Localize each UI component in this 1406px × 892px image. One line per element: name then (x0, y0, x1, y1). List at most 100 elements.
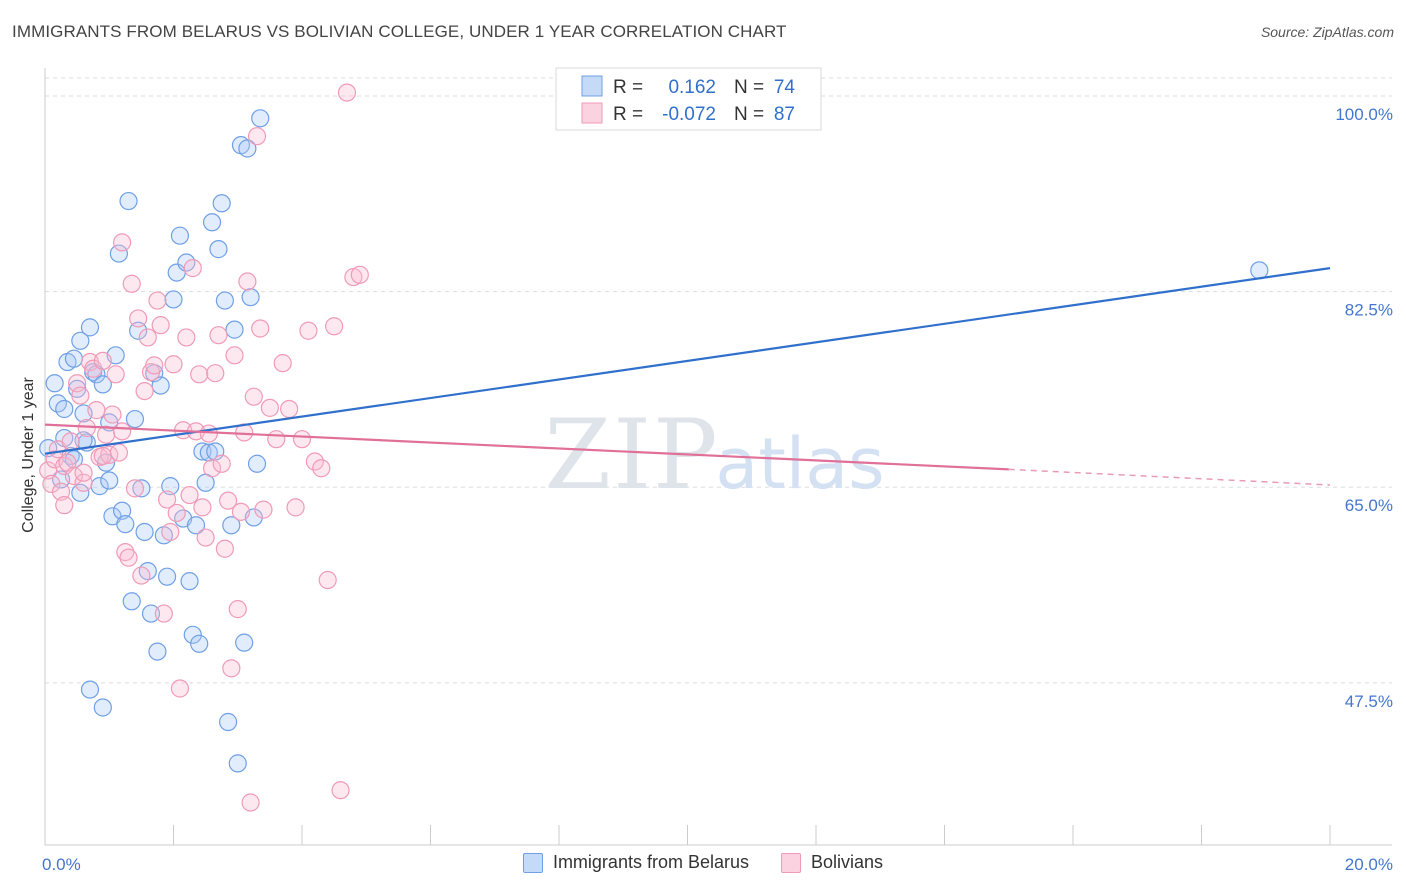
point-bolivia-71 (280, 399, 299, 419)
legend-n-value-bolivia: 87 (774, 104, 795, 125)
point-belarus-34 (151, 376, 170, 395)
point-bolivia-26 (122, 274, 141, 293)
point-belarus-47 (193, 442, 212, 461)
point-bolivia-74 (299, 321, 318, 340)
point-bolivia-24 (116, 542, 135, 562)
point-belarus-46 (190, 634, 209, 653)
point-belarus-49 (199, 443, 218, 462)
point-belarus-33 (148, 642, 167, 661)
tick-labels: 100.0% 82.5% 65.0% 47.5% 0.0% 20.0% (42, 105, 1393, 874)
point-bolivia-84 (74, 463, 93, 482)
point-belarus-23 (116, 515, 135, 534)
legend-bottom-swatch-bolivia (781, 852, 801, 873)
point-belarus-45 (186, 516, 206, 535)
point-belarus-21 (109, 244, 128, 263)
point-bolivia-65 (247, 127, 267, 146)
point-bolivia-82 (350, 265, 369, 284)
watermark-atlas: atlas (715, 423, 884, 505)
point-belarus-54 (215, 291, 234, 310)
legend-item-bolivia: Bolivians (781, 852, 883, 873)
point-belarus-25 (122, 592, 141, 611)
point-belarus-64 (247, 454, 267, 473)
point-bolivia-59 (228, 600, 247, 619)
trend-belarus (44, 267, 1331, 455)
chart-title: IMMIGRANTS FROM BELARUS VS BOLIVIAN COLL… (12, 22, 787, 41)
point-bolivia-62 (238, 272, 257, 291)
point-belarus-36 (157, 567, 177, 586)
point-bolivia-69 (267, 430, 286, 449)
legend-r-label-belarus: R = (613, 77, 643, 98)
point-bolivia-35 (151, 316, 170, 335)
point-belarus-66 (80, 680, 100, 699)
chart-source: Source: ZipAtlas.com (1260, 24, 1394, 40)
point-bolivia-21 (106, 365, 125, 384)
point-bolivia-77 (318, 570, 337, 590)
point-bolivia-28 (129, 309, 148, 328)
point-bolivia-10 (71, 386, 90, 405)
y-tick-label-2: 65.0% (1345, 496, 1393, 515)
y-tick-label-3: 47.5% (1345, 692, 1393, 711)
point-bolivia-48 (193, 498, 212, 517)
point-bolivia-63 (241, 793, 260, 812)
point-bolivia-43 (177, 328, 196, 347)
point-bolivia-12 (77, 418, 96, 438)
watermark: ZIP atlas (544, 399, 884, 511)
point-belarus-67 (93, 698, 112, 717)
point-belarus-60 (235, 633, 254, 652)
point-belarus-52 (209, 240, 228, 259)
trend-bolivia (44, 423, 1009, 471)
point-belarus-24 (119, 191, 138, 211)
point-belarus-68 (71, 483, 90, 502)
x-tick-label-1: 20.0% (1345, 855, 1393, 874)
legend-r-label-bolivia: R = (613, 104, 643, 125)
legend-top: R = 0.162 N = 74 R = -0.072 N = 87 (555, 67, 822, 131)
point-bolivia-22 (109, 443, 128, 462)
legend-label-bolivia: Bolivians (811, 852, 884, 872)
legend-label-belarus: Immigrants from Belarus (552, 852, 749, 872)
point-belarus-16 (93, 375, 112, 394)
point-belarus-72 (1250, 261, 1269, 280)
point-bolivia-79 (331, 781, 350, 800)
point-bolivia-68 (260, 398, 279, 417)
point-belarus-27 (129, 321, 148, 340)
legend-n-label-bolivia: N = (734, 104, 764, 125)
point-belarus-29 (135, 522, 154, 542)
legend-swatch-belarus (581, 75, 603, 97)
point-belarus-53 (212, 194, 231, 213)
point-bolivia-64 (244, 387, 263, 406)
point-bolivia-11 (74, 473, 93, 492)
point-bolivia-25 (119, 548, 138, 567)
point-belarus-9 (71, 331, 90, 350)
point-bolivia-20 (103, 405, 122, 424)
data-points (39, 83, 1269, 812)
point-bolivia-7 (61, 432, 80, 451)
trend-bolivia-extension (1008, 468, 1331, 486)
legend-r-value-bolivia: -0.072 (662, 104, 716, 125)
point-belarus-56 (222, 516, 241, 535)
gridlines (45, 77, 1392, 684)
point-bolivia-45 (183, 259, 202, 278)
point-bolivia-49 (196, 528, 215, 547)
point-bolivia-40 (167, 503, 186, 523)
point-belarus-69 (100, 471, 119, 490)
point-bolivia-85 (93, 446, 112, 466)
point-belarus-40 (170, 226, 190, 245)
point-belarus-37 (161, 477, 180, 496)
point-bolivia-76 (312, 459, 331, 478)
point-belarus-61 (238, 139, 257, 158)
legend-swatch-bolivia (581, 102, 603, 124)
point-bolivia-54 (212, 454, 231, 473)
point-bolivia-29 (132, 566, 151, 585)
point-bolivia-86 (112, 422, 132, 441)
trend-lines (44, 267, 1331, 486)
legend-n-value-belarus: 74 (774, 77, 796, 98)
point-bolivia-53 (209, 326, 228, 345)
point-bolivia-8 (64, 466, 84, 486)
point-belarus-28 (132, 479, 151, 498)
point-bolivia-66 (251, 319, 270, 338)
point-belarus-50 (202, 213, 222, 232)
point-bolivia-37 (157, 490, 177, 509)
y-tick-label-1: 82.5% (1345, 301, 1393, 320)
point-bolivia-36 (154, 604, 173, 623)
legend-bottom: Immigrants from Belarus Bolivians (0, 852, 1406, 873)
